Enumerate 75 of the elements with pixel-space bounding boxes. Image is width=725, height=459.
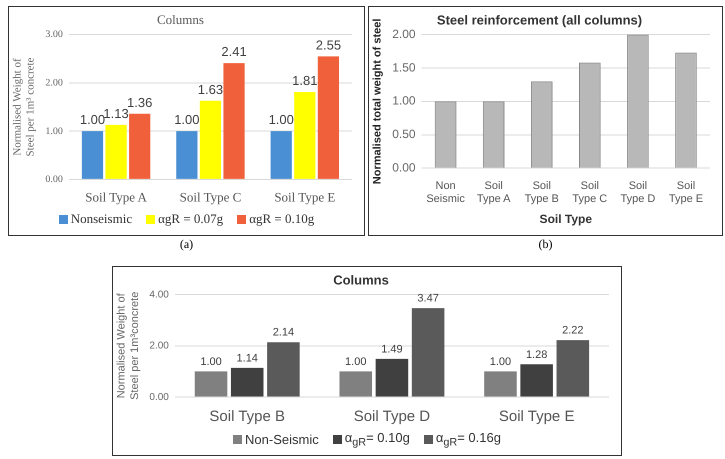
x-tick-label: Soil Type E — [274, 190, 336, 205]
x-tick-label: Soil Type C — [180, 190, 242, 205]
chart-title: Columns — [333, 272, 389, 288]
data-label: 2.41 — [221, 44, 247, 60]
text: (b) — [538, 237, 554, 252]
data-label: 1.00 — [490, 356, 512, 368]
bar — [230, 368, 264, 396]
y-axis-title: Normalised Weight of Steel per 1m³ concrete — [11, 57, 37, 156]
bar — [194, 371, 228, 396]
y-tick-label: 2.00 — [392, 26, 416, 41]
legend-label: Nonseismic — [70, 211, 132, 227]
bar — [294, 92, 316, 179]
x-axis-title: Soil Type — [540, 212, 592, 226]
x-tick-label: Soil Type B — [524, 180, 559, 206]
data-label: 2.55 — [316, 37, 342, 52]
y-tick-label: 0.00 — [45, 174, 63, 186]
bar — [129, 114, 150, 179]
bar — [223, 63, 245, 179]
bar — [318, 56, 340, 179]
data-label: 1.49 — [381, 343, 403, 356]
y-tick-label: 2.00 — [45, 77, 63, 88]
x-tick-label: Soil Type E — [498, 408, 574, 426]
data-label: 1.36 — [127, 94, 152, 110]
bar — [339, 371, 372, 396]
x-tick-label: Soil Type B — [209, 408, 286, 426]
data-label: 1.00 — [200, 356, 222, 368]
bar — [484, 371, 517, 396]
y-tick-label: 4.00 — [149, 289, 170, 300]
y-tick-label: 1.00 — [45, 126, 63, 137]
y-tick-label: 3.00 — [45, 29, 63, 40]
data-label: 1.81 — [292, 73, 318, 88]
y-tick-label: 1.00 — [392, 94, 416, 108]
bar — [82, 131, 104, 179]
data-label: 1.00 — [80, 112, 106, 128]
bar — [376, 358, 408, 396]
y-tick-label: 0.00 — [149, 392, 170, 403]
chart-title: Steel reinforcement (all columns) — [436, 12, 642, 28]
x-tick-label: Non Seismic — [426, 180, 466, 206]
data-label: 3.47 — [417, 292, 439, 305]
data-label: 2.22 — [562, 324, 584, 337]
data-label: 1.14 — [236, 352, 258, 364]
legend-label: α$_{gR}$= 0.16g — [436, 430, 501, 448]
legend-label: Non-Seismic — [245, 432, 319, 446]
x-tick-label: Soil Type C — [572, 180, 608, 206]
x-tick-label: Soil Type D — [354, 408, 430, 426]
y-tick-label: 0.50 — [392, 127, 416, 142]
bar — [520, 364, 553, 396]
legend-label: αgR = 0.10g — [249, 211, 314, 227]
data-label: 1.13 — [103, 106, 129, 121]
x-tick-label: Soil Type E — [668, 180, 704, 206]
y-axis-title: Normalised Weight of Steel per 1m³concrete — [116, 292, 141, 400]
y-tick-label: 0.00 — [392, 160, 416, 175]
data-label: 1.00 — [268, 112, 294, 128]
bar — [200, 100, 222, 179]
legend-label: αgR = 0.07g — [158, 211, 224, 227]
bar — [105, 124, 127, 179]
x-tick-label: Soil Type A — [476, 180, 512, 206]
x-tick-label: Soil Type A — [85, 190, 148, 205]
data-label: 1.28 — [526, 348, 548, 361]
x-tick-label: Soil Type D — [620, 180, 656, 206]
data-label: 2.14 — [272, 326, 294, 339]
legend-label: α$_{gR}$= 0.10g — [344, 430, 410, 448]
y-axis-title: Normalised total weight of steel — [372, 18, 384, 184]
bar — [176, 131, 198, 179]
chart-title: Columns — [157, 12, 204, 28]
bar — [270, 131, 292, 179]
data-label: 1.00 — [174, 112, 200, 128]
text: (a) — [178, 237, 194, 252]
y-tick-label: 2.00 — [149, 340, 170, 352]
y-tick-label: 1.50 — [392, 60, 416, 74]
data-label: 1.00 — [345, 356, 366, 368]
bar — [412, 308, 444, 396]
bar — [267, 342, 300, 396]
data-label: 1.63 — [198, 82, 224, 97]
bar — [556, 340, 590, 396]
